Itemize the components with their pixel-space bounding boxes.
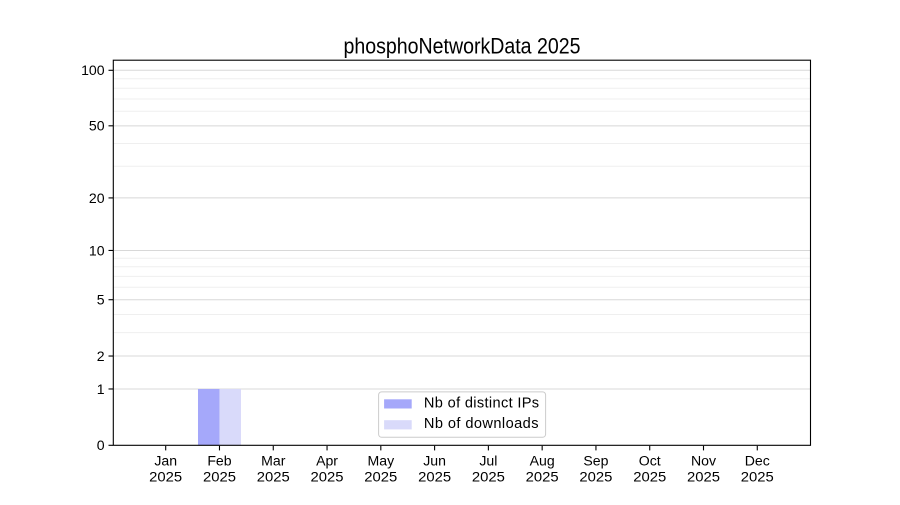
svg-text:5: 5 xyxy=(97,292,105,308)
svg-text:2025: 2025 xyxy=(364,469,397,485)
svg-text:Dec: Dec xyxy=(745,453,770,469)
svg-text:Sep: Sep xyxy=(583,453,608,469)
svg-text:2025: 2025 xyxy=(311,469,344,485)
svg-text:Jun: Jun xyxy=(423,453,446,469)
svg-text:phosphoNetworkData 2025: phosphoNetworkData 2025 xyxy=(344,34,581,59)
svg-text:Mar: Mar xyxy=(261,453,286,469)
svg-text:2025: 2025 xyxy=(687,469,720,485)
svg-text:Nb of downloads: Nb of downloads xyxy=(424,416,539,432)
svg-text:Nb of distinct IPs: Nb of distinct IPs xyxy=(424,395,539,411)
svg-text:Aug: Aug xyxy=(530,453,555,469)
svg-text:Jan: Jan xyxy=(154,453,177,469)
svg-text:Apr: Apr xyxy=(316,453,338,469)
svg-text:2025: 2025 xyxy=(149,469,182,485)
svg-text:1: 1 xyxy=(97,381,105,397)
svg-text:2025: 2025 xyxy=(633,469,666,485)
svg-text:2025: 2025 xyxy=(741,469,774,485)
svg-text:50: 50 xyxy=(89,118,105,134)
svg-text:0: 0 xyxy=(97,437,105,453)
svg-text:2025: 2025 xyxy=(579,469,612,485)
svg-text:2025: 2025 xyxy=(418,469,451,485)
svg-text:Jul: Jul xyxy=(479,453,497,469)
svg-text:Oct: Oct xyxy=(639,453,661,469)
svg-text:2025: 2025 xyxy=(203,469,236,485)
svg-text:10: 10 xyxy=(89,242,105,258)
svg-text:100: 100 xyxy=(81,62,105,78)
svg-text:2025: 2025 xyxy=(257,469,290,485)
svg-text:2025: 2025 xyxy=(526,469,559,485)
svg-text:2025: 2025 xyxy=(472,469,505,485)
svg-text:Feb: Feb xyxy=(207,453,231,469)
svg-text:May: May xyxy=(367,453,395,469)
svg-text:2: 2 xyxy=(97,348,105,364)
svg-text:20: 20 xyxy=(89,190,105,206)
svg-text:Nov: Nov xyxy=(691,453,716,469)
